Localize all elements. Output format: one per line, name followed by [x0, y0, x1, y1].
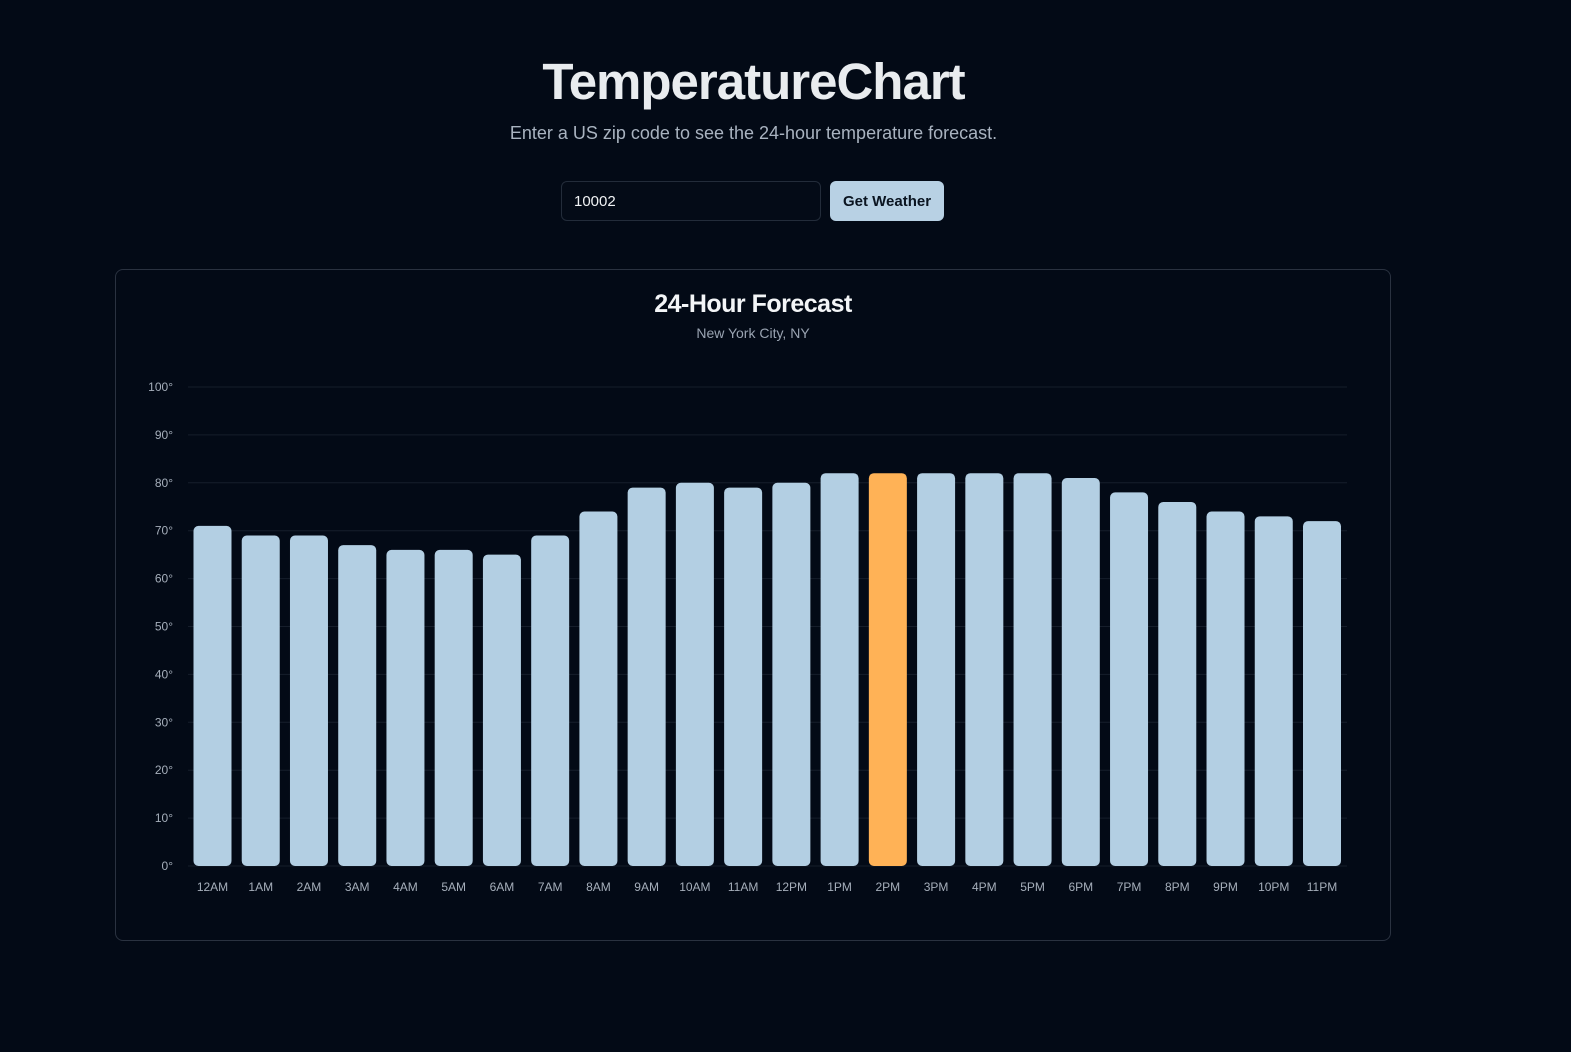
x-tick-label: 1AM	[248, 880, 273, 894]
x-tick-label: 4PM	[972, 880, 997, 894]
bar-2am[interactable]	[289, 535, 328, 866]
y-tick-label: 0°	[162, 859, 174, 873]
page-subtitle: Enter a US zip code to see the 24-hour t…	[509, 123, 998, 143]
y-tick-label: 90°	[155, 428, 173, 442]
y-tick-label: 60°	[155, 572, 173, 586]
bar-11am[interactable]	[724, 487, 763, 866]
bar-6am[interactable]	[482, 554, 521, 866]
x-tick-label: 12PM	[776, 880, 807, 894]
x-tick-label: 5AM	[441, 880, 466, 894]
x-tick-label: 2AM	[297, 880, 322, 894]
y-tick-label: 80°	[155, 476, 173, 490]
bar-10am[interactable]	[675, 482, 714, 866]
bar-7pm[interactable]	[1110, 492, 1149, 866]
x-tick-label: 11PM	[1307, 880, 1337, 894]
bar-6pm[interactable]	[1061, 478, 1100, 866]
bar-9am[interactable]	[627, 487, 666, 866]
zip-code-input[interactable]	[561, 181, 821, 221]
x-tick-label: 8AM	[586, 880, 611, 894]
x-tick-label: 2PM	[876, 880, 901, 894]
x-tick-label: 11AM	[728, 880, 758, 894]
bar-3pm[interactable]	[917, 473, 956, 866]
x-tick-label: 12AM	[197, 880, 228, 894]
x-tick-label: 4AM	[393, 880, 418, 894]
x-tick-label: 9PM	[1213, 880, 1238, 894]
bar-3am[interactable]	[338, 545, 377, 866]
bar-12am[interactable]	[193, 525, 232, 866]
x-tick-label: 5PM	[1020, 880, 1045, 894]
get-weather-button[interactable]: Get Weather	[830, 181, 944, 221]
x-tick-label: 7AM	[538, 880, 563, 894]
bar-5pm[interactable]	[1013, 473, 1052, 866]
bar-5am[interactable]	[434, 549, 473, 866]
x-tick-label: 7PM	[1117, 880, 1142, 894]
x-tick-label: 3PM	[924, 880, 949, 894]
bar-4pm[interactable]	[965, 473, 1004, 866]
bar-2pm[interactable]	[868, 473, 907, 866]
bar-8pm[interactable]	[1158, 501, 1197, 866]
bar-8am[interactable]	[579, 511, 618, 866]
bar-10pm[interactable]	[1254, 516, 1293, 866]
x-tick-label: 1PM	[827, 880, 852, 894]
y-tick-label: 40°	[155, 667, 173, 681]
bar-1pm[interactable]	[820, 473, 859, 866]
page-title: TemperatureChart	[542, 53, 965, 110]
x-tick-label: 10PM	[1258, 880, 1289, 894]
x-tick-label: 6AM	[490, 880, 515, 894]
x-tick-label: 9AM	[634, 880, 659, 894]
bar-1am[interactable]	[241, 535, 280, 866]
y-tick-label: 30°	[155, 715, 173, 729]
y-tick-label: 10°	[155, 811, 173, 825]
bar-7am[interactable]	[531, 535, 570, 866]
y-tick-label: 70°	[155, 524, 173, 538]
bar-9pm[interactable]	[1206, 511, 1245, 866]
bar-11pm[interactable]	[1303, 521, 1341, 866]
x-tick-label: 8PM	[1165, 880, 1190, 894]
chart-location: New York City, NY	[696, 325, 810, 341]
y-tick-label: 20°	[155, 763, 173, 777]
bar-12pm[interactable]	[772, 482, 811, 866]
chart-title: 24-Hour Forecast	[654, 290, 852, 318]
x-tick-label: 6PM	[1068, 880, 1093, 894]
y-tick-label: 50°	[155, 620, 173, 634]
x-tick-label: 10AM	[679, 880, 710, 894]
x-tick-label: 3AM	[345, 880, 370, 894]
bar-4am[interactable]	[386, 549, 425, 866]
y-tick-label: 100°	[148, 380, 173, 394]
